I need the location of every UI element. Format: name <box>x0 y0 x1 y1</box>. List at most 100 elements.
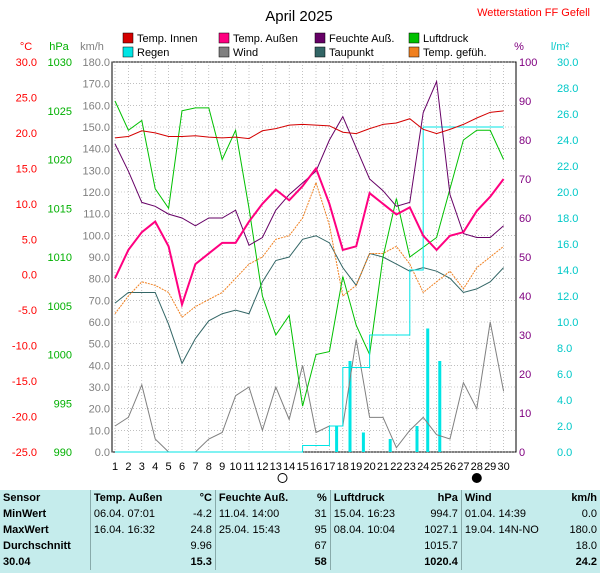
x-axis-tick: 6 <box>179 461 185 473</box>
chart-legend: Temp. Innen Temp. Außen Feuchte Auß. Luftdr… <box>122 32 487 59</box>
x-axis-tick: 17 <box>323 461 335 473</box>
kmh-axis-tick: 0.0 <box>95 447 110 459</box>
series-line-taupunkt <box>114 235 504 365</box>
celsius-axis-tick: 25.0 <box>16 92 37 104</box>
celsius-axis-tick: -15.0 <box>12 376 37 388</box>
stats-wind-value: 18.0 <box>575 540 597 552</box>
stats-header-luftdruck-unit: hPa <box>437 492 458 504</box>
stats-feuchte-time <box>214 554 308 570</box>
stats-druck-time <box>329 538 413 554</box>
rain-bar <box>415 426 419 452</box>
kmh-axis-tick: 60.0 <box>89 317 110 329</box>
x-axis-tick: 27 <box>457 461 469 473</box>
kmh-axis-tick: 180.0 <box>82 57 110 69</box>
legend-swatch-wind <box>218 46 230 58</box>
percent-axis-tick: 80 <box>519 135 531 147</box>
stats-druck-time: 15.04. 16:23 <box>329 506 413 522</box>
stats-feuchte-time: 11.04. 14:00 <box>214 506 308 522</box>
x-axis-tick: 15 <box>296 461 308 473</box>
hpa-axis-tick: 1005 <box>48 301 72 313</box>
stats-feuchte-value: 67 <box>314 540 327 552</box>
x-axis: 1 2 3 4 5 6 7 8 9 10 11 12 13 14 15 16 17 18 19 20 21 22 23 24 2… <box>112 461 510 473</box>
percent-axis-tick: 90 <box>519 96 531 108</box>
series-line-temp_gefuehlt <box>114 181 504 319</box>
rain-bar <box>361 432 365 452</box>
hpa-axis-tick: 1010 <box>48 252 72 264</box>
legend-label-wind: Wind <box>233 47 258 59</box>
stats-row-max: MaxWert 16.04. 16:32 24.8 25.04. 15:43 9… <box>0 522 600 538</box>
x-axis-tick: 8 <box>206 461 212 473</box>
percent-axis-tick: 100 <box>519 57 537 69</box>
celsius-axis-tick: -10.0 <box>12 341 37 353</box>
stats-header-feuchte: Feuchte Auß. <box>214 490 308 506</box>
rain-axis-tick: 2.0 <box>557 421 572 433</box>
kmh-axis-tick: 50.0 <box>89 339 110 351</box>
rain-axis-tick: 26.0 <box>557 109 578 121</box>
rain-bar <box>388 439 392 452</box>
x-axis-tick: 18 <box>337 461 349 473</box>
legend-swatch-feuchte <box>314 32 326 44</box>
rain-axis-tick: 16.0 <box>557 239 578 251</box>
rain-axis-tick: 14.0 <box>557 265 578 277</box>
kmh-axis-unit: km/h <box>80 41 104 53</box>
rain-axis-tick: 18.0 <box>557 213 578 225</box>
legend-swatch-luftdruck <box>408 32 420 44</box>
kmh-axis-tick: 160.0 <box>82 100 110 112</box>
stats-druck-time <box>329 554 413 570</box>
celsius-axis-unit: °C <box>20 41 32 53</box>
percent-axis-unit: % <box>514 41 524 53</box>
stats-feuchte-value: 58 <box>314 556 327 568</box>
x-axis-tick: 26 <box>444 461 456 473</box>
stats-header-feuchte-unit: % <box>317 492 327 504</box>
stats-feuchte-value: 31 <box>314 508 327 520</box>
stats-row-label: MaxWert <box>3 524 49 536</box>
weather-chart: April 2025 Wetterstation FF Gefell °C hP… <box>12 7 590 483</box>
x-axis-tick: 25 <box>430 461 442 473</box>
kmh-axis-tick: 140.0 <box>82 144 110 156</box>
celsius-axis-tick: 0.0 <box>22 270 37 282</box>
x-axis-tick: 16 <box>310 461 322 473</box>
legend-label-taupunkt: Taupunkt <box>329 47 374 59</box>
chart-title: April 2025 <box>265 8 333 25</box>
stats-row-current: 30.04 15.3 58 1020.4 24.2 <box>0 554 600 570</box>
x-axis-tick: 2 <box>125 461 131 473</box>
stats-temp-value: 15.3 <box>190 556 212 568</box>
stats-druck-value: 1020.4 <box>424 556 458 568</box>
percent-axis-tick: 20 <box>519 369 531 381</box>
stats-temp-value: 24.8 <box>190 524 212 536</box>
rain-bar <box>348 361 352 452</box>
rain-axis-tick: 10.0 <box>557 317 578 329</box>
stats-row-average: Durchschnitt 9.96 67 1015.7 18.0 <box>0 538 600 554</box>
celsius-axis-tick: -5.0 <box>18 305 37 317</box>
celsius-axis-tick: 5.0 <box>22 234 37 246</box>
stats-wind-time: 19.04. 14N-NO <box>460 522 560 538</box>
celsius-axis-tick: -20.0 <box>12 412 37 424</box>
hpa-axis-tick: 1020 <box>48 155 72 167</box>
rain-axis-tick: 28.0 <box>557 83 578 95</box>
rain-bar <box>438 361 442 452</box>
legend-swatch-temp_innen <box>122 32 134 44</box>
rain-bar <box>426 328 430 452</box>
rain-axis-unit: l/m² <box>551 41 570 53</box>
celsius-axis-tick: 20.0 <box>16 128 37 140</box>
x-axis-tick: 10 <box>229 461 241 473</box>
hpa-axis-tick: 1015 <box>48 203 72 215</box>
statistics-table: Sensor Temp. Außen °C Feuchte Auß. % Luf… <box>0 490 600 573</box>
stats-wind-value: 180.0 <box>569 524 597 536</box>
x-axis-tick: 20 <box>363 461 375 473</box>
legend-label-temp_gefuehlt: Temp. gefüh. <box>423 47 487 59</box>
x-axis-tick: 14 <box>283 461 295 473</box>
legend-swatch-taupunkt <box>314 46 326 58</box>
hpa-axis-unit: hPa <box>49 41 69 53</box>
stats-header-temp-unit: °C <box>199 492 212 504</box>
rain-axis-tick: 22.0 <box>557 161 578 173</box>
left-axes: 30.0 25.0 20.0 15.0 10.0 5.0 0.0 -5.0 -10.0 -15.0… <box>12 57 110 459</box>
stats-temp-time <box>89 538 182 554</box>
kmh-axis-tick: 70.0 <box>89 295 110 307</box>
stats-temp-value: 9.96 <box>190 540 212 552</box>
series-line-temp_aussen <box>114 166 505 309</box>
legend-label-temp_aussen: Temp. Außen <box>233 33 298 45</box>
x-axis-tick: 13 <box>270 461 282 473</box>
stats-druck-value: 1027.1 <box>424 524 458 536</box>
celsius-axis-tick: 30.0 <box>16 57 37 69</box>
